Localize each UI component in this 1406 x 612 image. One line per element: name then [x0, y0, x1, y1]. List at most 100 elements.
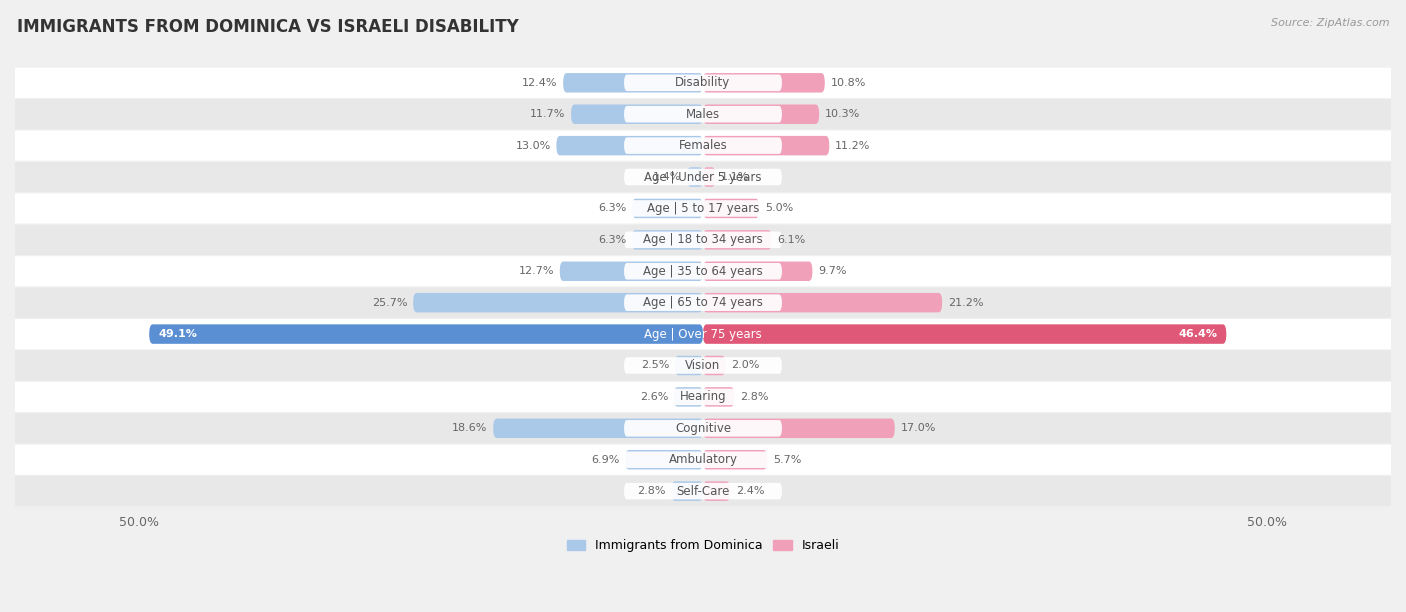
FancyBboxPatch shape — [0, 445, 1406, 475]
Text: Age | 35 to 64 years: Age | 35 to 64 years — [643, 265, 763, 278]
FancyBboxPatch shape — [672, 482, 703, 501]
Text: 2.6%: 2.6% — [640, 392, 668, 402]
FancyBboxPatch shape — [631, 230, 703, 250]
Text: Age | Over 75 years: Age | Over 75 years — [644, 327, 762, 341]
FancyBboxPatch shape — [624, 357, 782, 374]
FancyBboxPatch shape — [0, 351, 1406, 381]
FancyBboxPatch shape — [624, 75, 782, 91]
FancyBboxPatch shape — [703, 387, 734, 406]
Text: Source: ZipAtlas.com: Source: ZipAtlas.com — [1271, 18, 1389, 28]
Text: Disability: Disability — [675, 76, 731, 89]
FancyBboxPatch shape — [703, 293, 942, 312]
Text: 49.1%: 49.1% — [159, 329, 197, 339]
Text: 21.2%: 21.2% — [948, 297, 983, 308]
FancyBboxPatch shape — [688, 167, 703, 187]
FancyBboxPatch shape — [624, 389, 782, 405]
Text: 18.6%: 18.6% — [453, 424, 488, 433]
FancyBboxPatch shape — [0, 476, 1406, 506]
FancyBboxPatch shape — [703, 261, 813, 281]
FancyBboxPatch shape — [624, 231, 782, 248]
Text: Self-Care: Self-Care — [676, 485, 730, 498]
Text: 1.1%: 1.1% — [721, 172, 749, 182]
FancyBboxPatch shape — [0, 413, 1406, 443]
FancyBboxPatch shape — [149, 324, 703, 344]
Text: Cognitive: Cognitive — [675, 422, 731, 435]
FancyBboxPatch shape — [703, 230, 772, 250]
Text: 10.8%: 10.8% — [831, 78, 866, 88]
FancyBboxPatch shape — [564, 73, 703, 92]
FancyBboxPatch shape — [0, 225, 1406, 255]
FancyBboxPatch shape — [0, 256, 1406, 286]
FancyBboxPatch shape — [560, 261, 703, 281]
FancyBboxPatch shape — [703, 356, 725, 375]
Text: 25.7%: 25.7% — [373, 297, 408, 308]
FancyBboxPatch shape — [0, 130, 1406, 161]
FancyBboxPatch shape — [624, 420, 782, 436]
Text: 17.0%: 17.0% — [900, 424, 936, 433]
FancyBboxPatch shape — [624, 263, 782, 280]
Text: 6.3%: 6.3% — [598, 235, 626, 245]
FancyBboxPatch shape — [703, 105, 820, 124]
Text: Age | 65 to 74 years: Age | 65 to 74 years — [643, 296, 763, 309]
FancyBboxPatch shape — [703, 482, 730, 501]
Legend: Immigrants from Dominica, Israeli: Immigrants from Dominica, Israeli — [561, 534, 845, 558]
FancyBboxPatch shape — [624, 200, 782, 217]
FancyBboxPatch shape — [0, 319, 1406, 349]
FancyBboxPatch shape — [0, 162, 1406, 192]
FancyBboxPatch shape — [703, 136, 830, 155]
FancyBboxPatch shape — [703, 167, 716, 187]
Text: 11.2%: 11.2% — [835, 141, 870, 151]
Text: 2.5%: 2.5% — [641, 360, 669, 370]
Text: 5.0%: 5.0% — [765, 203, 793, 214]
Text: 12.4%: 12.4% — [522, 78, 558, 88]
Text: 6.9%: 6.9% — [591, 455, 620, 465]
Text: 46.4%: 46.4% — [1178, 329, 1218, 339]
Text: 13.0%: 13.0% — [516, 141, 551, 151]
FancyBboxPatch shape — [624, 106, 782, 122]
Text: 10.3%: 10.3% — [825, 109, 860, 119]
FancyBboxPatch shape — [624, 169, 782, 185]
FancyBboxPatch shape — [703, 73, 825, 92]
Text: 11.7%: 11.7% — [530, 109, 565, 119]
Text: Vision: Vision — [685, 359, 721, 372]
Text: 2.8%: 2.8% — [740, 392, 769, 402]
Text: Ambulatory: Ambulatory — [668, 453, 738, 466]
Text: Males: Males — [686, 108, 720, 121]
FancyBboxPatch shape — [0, 288, 1406, 318]
FancyBboxPatch shape — [413, 293, 703, 312]
FancyBboxPatch shape — [494, 419, 703, 438]
FancyBboxPatch shape — [703, 419, 894, 438]
Text: Females: Females — [679, 139, 727, 152]
FancyBboxPatch shape — [0, 382, 1406, 412]
Text: 12.7%: 12.7% — [519, 266, 554, 276]
Text: 2.8%: 2.8% — [637, 486, 666, 496]
Text: Age | Under 5 years: Age | Under 5 years — [644, 171, 762, 184]
FancyBboxPatch shape — [703, 450, 768, 469]
FancyBboxPatch shape — [631, 199, 703, 218]
Text: IMMIGRANTS FROM DOMINICA VS ISRAELI DISABILITY: IMMIGRANTS FROM DOMINICA VS ISRAELI DISA… — [17, 18, 519, 36]
Text: 1.4%: 1.4% — [654, 172, 682, 182]
FancyBboxPatch shape — [624, 452, 782, 468]
FancyBboxPatch shape — [703, 324, 1226, 344]
Text: Hearing: Hearing — [679, 390, 727, 403]
FancyBboxPatch shape — [0, 193, 1406, 223]
FancyBboxPatch shape — [0, 68, 1406, 98]
Text: 9.7%: 9.7% — [818, 266, 846, 276]
Text: Age | 18 to 34 years: Age | 18 to 34 years — [643, 233, 763, 247]
FancyBboxPatch shape — [703, 199, 759, 218]
FancyBboxPatch shape — [675, 356, 703, 375]
Text: 2.0%: 2.0% — [731, 360, 759, 370]
Text: 6.1%: 6.1% — [778, 235, 806, 245]
FancyBboxPatch shape — [0, 99, 1406, 129]
Text: 2.4%: 2.4% — [735, 486, 765, 496]
FancyBboxPatch shape — [624, 483, 782, 499]
FancyBboxPatch shape — [557, 136, 703, 155]
Text: 5.7%: 5.7% — [773, 455, 801, 465]
FancyBboxPatch shape — [571, 105, 703, 124]
FancyBboxPatch shape — [626, 450, 703, 469]
FancyBboxPatch shape — [624, 137, 782, 154]
Text: 6.3%: 6.3% — [598, 203, 626, 214]
FancyBboxPatch shape — [624, 294, 782, 311]
FancyBboxPatch shape — [673, 387, 703, 406]
Text: Age | 5 to 17 years: Age | 5 to 17 years — [647, 202, 759, 215]
